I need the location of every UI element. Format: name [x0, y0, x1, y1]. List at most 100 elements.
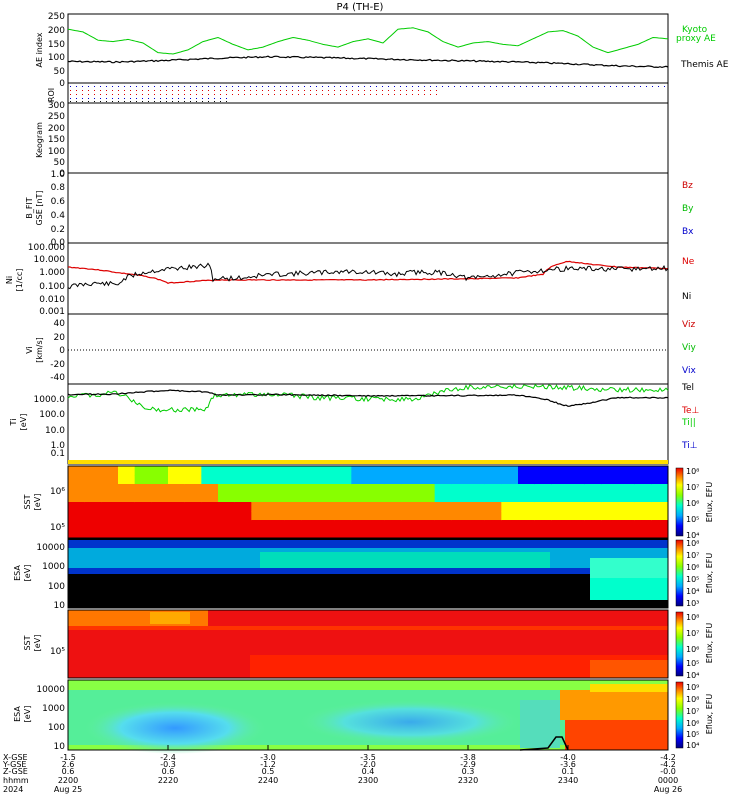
ti-tick: 0.1: [51, 449, 65, 459]
roi-dot: [544, 86, 545, 87]
sst-ion-cell: [68, 493, 86, 503]
sst-ion-cell: [334, 502, 352, 512]
roi-dot: [118, 94, 119, 95]
sst-ion-cell: [184, 520, 202, 530]
roi-dot: [496, 86, 497, 87]
roi-dot: [136, 90, 137, 91]
roi-dot: [148, 94, 149, 95]
roi-dot: [586, 86, 587, 87]
density-panel-frame: [67, 242, 669, 315]
roi-dot: [286, 86, 287, 87]
roi-dot: [70, 90, 71, 91]
roi-dot: [388, 86, 389, 87]
roi-dot: [280, 94, 281, 95]
roi-dot: [136, 86, 137, 87]
colorbar-labels: Eflux, EFU Eflux, EFU Eflux, EFU Eflux, …: [705, 482, 714, 735]
sst-ion-cell: [218, 502, 236, 512]
sst-ion-cell: [168, 529, 186, 539]
sst-ion-cell: [218, 466, 236, 476]
roi-dot: [610, 86, 611, 87]
roi-dot: [202, 98, 203, 99]
roi-dot: [352, 90, 353, 91]
roi-dot: [220, 98, 221, 99]
roi-dot: [298, 94, 299, 95]
ae-tick: 200: [48, 26, 65, 36]
sst-ion-cell: [134, 475, 152, 485]
sst-ion-cell: [318, 475, 336, 485]
keogram-ylabel: Keogram: [35, 122, 44, 158]
sst-ion-cell: [301, 529, 319, 539]
sst-ion-cell: [618, 520, 636, 530]
esa-elec-tick: 1000: [42, 704, 65, 714]
sst-ion-cell: [568, 484, 586, 494]
roi-dot: [532, 86, 533, 87]
sst-ion-cell: [334, 529, 352, 539]
roi-dot: [172, 98, 173, 99]
temperature-ylabel: Ti: [9, 419, 18, 427]
roi-dot: [112, 86, 113, 87]
sst-ion-cell: [401, 475, 419, 485]
sst-ion-cell: [218, 520, 236, 530]
roi-dot: [226, 94, 227, 95]
roi-dot: [334, 90, 335, 91]
roi-dot: [304, 94, 305, 95]
cbar-tick: 10⁵: [686, 659, 699, 668]
sst-ion-cell: [401, 511, 419, 521]
roi-dot: [70, 94, 71, 95]
sst-ion-cell: [251, 511, 269, 521]
roi-dot: [100, 98, 101, 99]
ni-tick: 0.001: [39, 307, 65, 317]
roi-dot: [484, 86, 485, 87]
roi-dot: [166, 86, 167, 87]
roi-dot: [142, 101, 143, 102]
sst-ion-cell: [301, 520, 319, 530]
sst-ion-cell: [334, 511, 352, 521]
roi-dot: [172, 94, 173, 95]
sst-ion-cell: [534, 466, 552, 476]
roi-dot: [148, 101, 149, 102]
roi-dot: [286, 90, 287, 91]
legend-by: By: [682, 204, 694, 214]
cbar-tick: 10⁷: [686, 629, 699, 638]
sst-ion-cell: [584, 475, 602, 485]
roi-dot: [106, 94, 107, 95]
roi-dot: [370, 94, 371, 95]
legend-bx: Bx: [682, 227, 694, 237]
sst-ion-cell: [634, 493, 652, 503]
sst-ion-cell: [618, 493, 636, 503]
ae-tick: 100: [48, 53, 65, 63]
sst-ion-cell: [618, 475, 636, 485]
sst-ion-cell: [584, 484, 602, 494]
ti-tick: 10.0: [45, 426, 65, 436]
roi-dot: [148, 90, 149, 91]
sst-ion-cell: [234, 484, 252, 494]
roi-dot: [178, 98, 179, 99]
temperature-unit: [eV]: [19, 414, 28, 431]
sst-ion-tick: 10⁵: [50, 523, 65, 533]
roi-dot: [412, 86, 413, 87]
x-axis: X-GSE Y-GSE Z-GSE hhmm 2024 -1.52.60.622…: [2, 745, 682, 794]
sst-ion-cell: [68, 511, 86, 521]
sst-elec-frame: [67, 609, 669, 679]
x-axis-label-z: 0.3: [462, 767, 475, 776]
roi-dot: [160, 98, 161, 99]
x-axis-label-d: Aug 25: [54, 785, 82, 794]
sst-ion-cell: [84, 466, 102, 476]
sst-ion-cell: [534, 502, 552, 512]
roi-dot: [322, 90, 323, 91]
sst-ion-cell: [484, 466, 502, 476]
roi-dot: [478, 86, 479, 87]
sst-ion-cell: [601, 520, 619, 530]
sst-ion-cell: [134, 520, 152, 530]
sst-ion-cell: [551, 484, 569, 494]
sst-ion-cell: [84, 502, 102, 512]
roi-dot: [220, 101, 221, 102]
sst-ion-cell: [368, 475, 386, 485]
roi-dot: [298, 86, 299, 87]
legend-vix: Vix: [682, 366, 696, 376]
x-axis-label-t: 2300: [358, 776, 378, 785]
roi-dot: [178, 90, 179, 91]
sst-ion-cell: [68, 520, 86, 530]
roi-dot: [406, 90, 407, 91]
roi-dot: [262, 86, 263, 87]
